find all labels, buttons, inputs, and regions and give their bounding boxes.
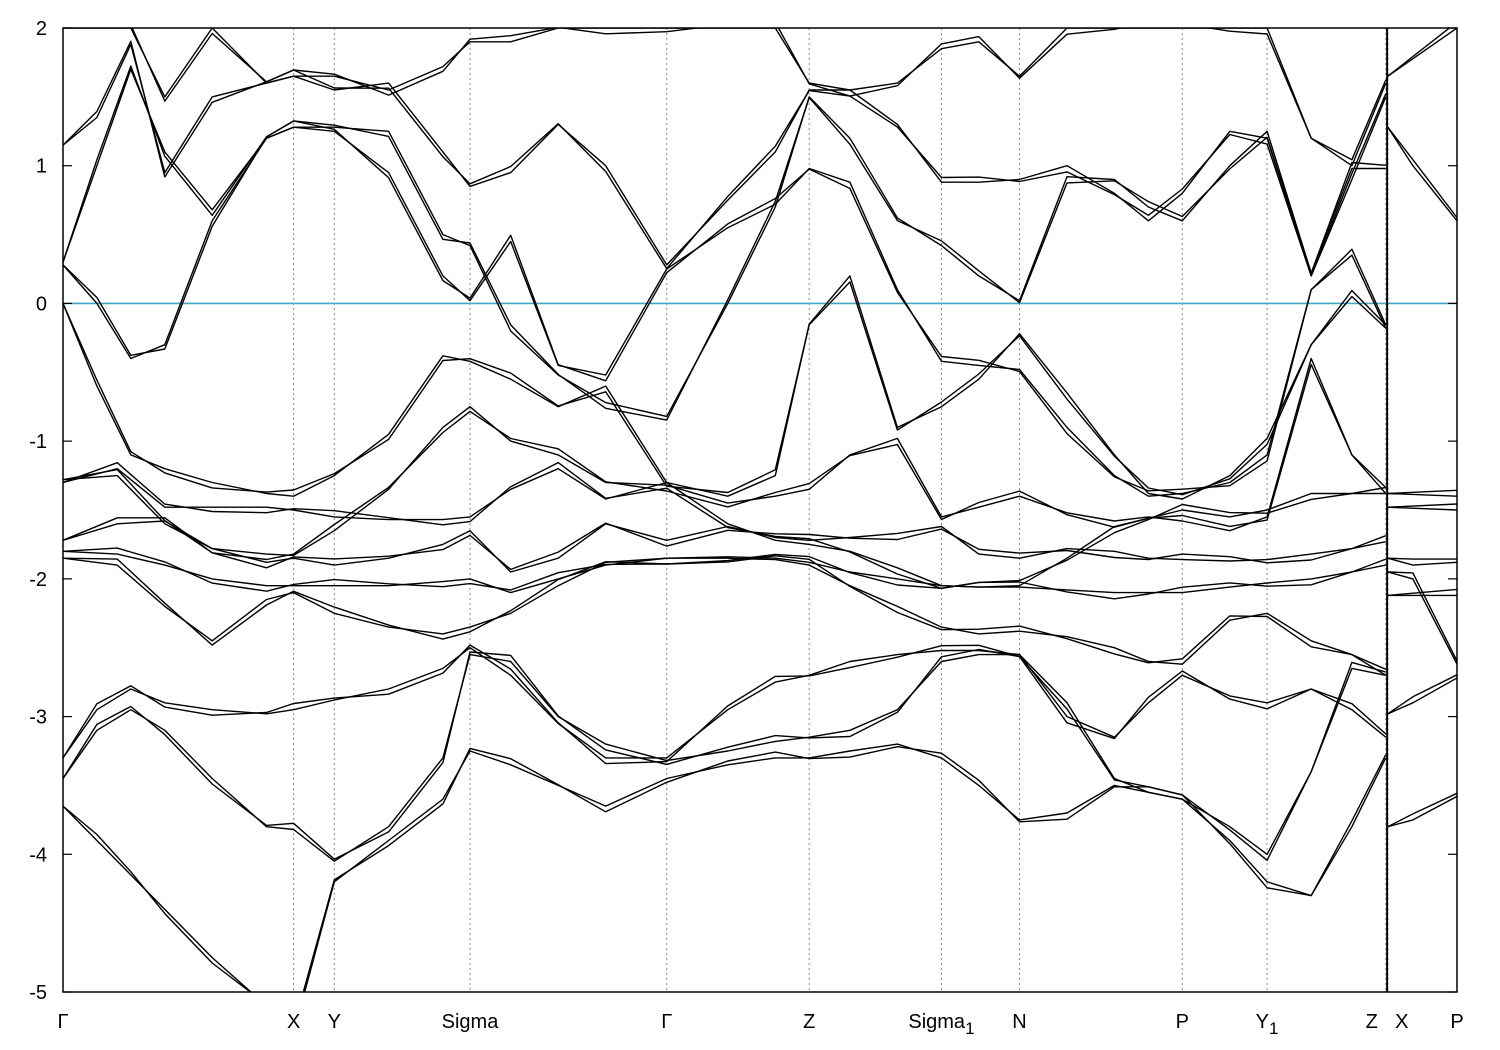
band-line-right-4 — [1387, 557, 1457, 566]
band-line-right-2 — [1387, 492, 1457, 497]
x-tick-label: Γ — [661, 1011, 672, 1033]
x-tick-label: Z — [803, 1011, 815, 1033]
band-line-right-3 — [1387, 506, 1457, 511]
band-line-2 — [63, 647, 1386, 855]
band-line-11 — [63, 43, 1387, 277]
x-tick-label: Sigma1 — [908, 1011, 974, 1038]
band-line-7-split — [63, 363, 1387, 561]
band-line-right-0-split — [1387, 28, 1451, 77]
x-tick-label: P — [1176, 1011, 1189, 1033]
band-line-right-8-split — [1387, 792, 1457, 828]
band-line-6 — [63, 468, 1386, 588]
band-lines — [63, 28, 1457, 992]
band-line-right-0 — [1387, 28, 1457, 77]
x-tick-label: P — [1450, 1011, 1463, 1033]
x-tick-label: N — [1012, 1011, 1026, 1033]
band-line-right-2-split — [1387, 489, 1457, 495]
x-tick-label: X — [1395, 1011, 1408, 1033]
band-line-2-split — [63, 644, 1386, 861]
band-line-0-split — [63, 746, 1387, 992]
band-line-right-8 — [1387, 795, 1457, 828]
plot-border — [62, 27, 1458, 993]
band-line-7 — [63, 357, 1387, 557]
y-tick-label: -2 — [29, 569, 47, 591]
band-line-3 — [63, 557, 1387, 676]
band-line-3-split — [63, 555, 1387, 670]
x-tick-label: Γ — [57, 1011, 68, 1033]
band-line-6-split — [63, 461, 1386, 589]
x-axis-ticks: Γ X Y Sigma Γ Z Sigma1 N P Y1 Z X P — [57, 1011, 1463, 1038]
band-line-right-5-split — [1387, 571, 1457, 662]
band-line-right-7-split — [1387, 674, 1457, 715]
band-line-0 — [63, 743, 1387, 992]
x-tick-label: Y1 — [1256, 1011, 1279, 1038]
band-line-1-split — [63, 648, 1387, 860]
x-tick-label: Sigma — [442, 1011, 500, 1033]
band-line-1 — [63, 653, 1387, 862]
band-line-8-split — [63, 281, 1387, 496]
x-tick-label: X — [287, 1011, 300, 1033]
band-line-right-6-split — [1387, 588, 1457, 597]
band-line-right-1-split — [1387, 126, 1457, 219]
x-tick-label: Z — [1366, 1011, 1378, 1033]
band-line-5-split — [63, 517, 1387, 571]
y-tick-label: -3 — [29, 707, 47, 729]
plot-frame — [62, 27, 1458, 993]
y-tick-label: -5 — [29, 982, 47, 1004]
band-line-right-5 — [1387, 571, 1457, 665]
y-tick-label: -1 — [29, 431, 47, 453]
band-line-right-7 — [1387, 677, 1457, 715]
y-tick-label: 2 — [36, 18, 47, 40]
band-line-12-split — [63, 28, 1387, 161]
band-line-4 — [63, 550, 1386, 594]
band-line-8 — [63, 275, 1387, 500]
y-tick-label: -4 — [29, 844, 47, 866]
band-line-10 — [63, 68, 1386, 418]
y-axis-ticks: 2 1 0 -1 -2 -3 -4 -5 — [29, 18, 1457, 1004]
band-line-right-4-split — [1387, 557, 1457, 560]
x-tick-label: Y — [328, 1011, 341, 1033]
band-line-12 — [63, 28, 1387, 167]
band-line-right-1 — [1387, 126, 1457, 222]
band-line-10-split — [63, 65, 1386, 421]
band-line-4-split — [63, 547, 1387, 600]
band-line-5 — [63, 520, 1386, 573]
y-tick-label: 0 — [36, 293, 47, 315]
band-line-right-3-split — [1387, 503, 1457, 508]
y-tick-label: 1 — [36, 156, 47, 178]
